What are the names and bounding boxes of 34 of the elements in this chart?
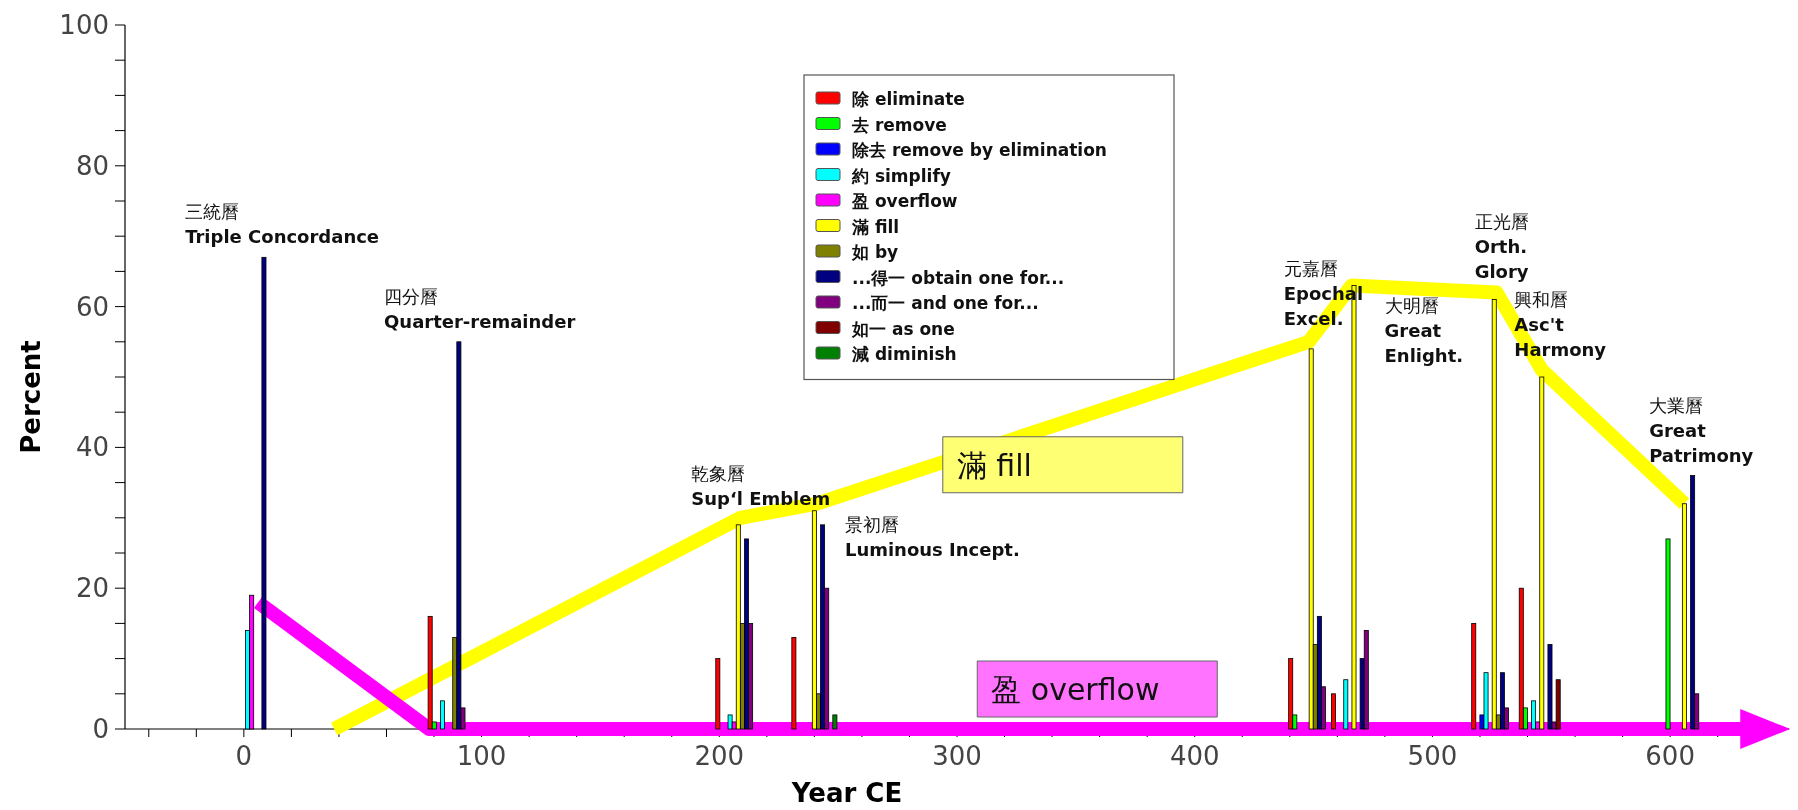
legend-label: 去 remove [851, 114, 947, 135]
legend-label: 除 eliminate [852, 89, 965, 109]
x-tick-label: 0 [235, 741, 253, 771]
annotation: 景初曆 Luminous Incept. [844, 514, 1020, 561]
legend-label: ...得一 obtain one for... [852, 267, 1065, 288]
legend-label: ...而一 and one for... [852, 293, 1039, 313]
x-tick-label: 100 [456, 741, 507, 771]
annotation: 四分曆 Quarter-remainder [384, 285, 576, 332]
legend-label: 約 simplify [851, 165, 951, 186]
legend-label: 減 diminish [851, 344, 957, 364]
y-tick-label: 0 [92, 714, 109, 744]
x-tick-label: 200 [694, 741, 745, 771]
x-tick-label: 500 [1407, 741, 1458, 771]
y-tick-label: 100 [59, 10, 109, 40]
legend-label: 如一 as one [851, 318, 955, 339]
series-label: 滿 fill [956, 447, 1032, 483]
x-tick-label: 400 [1169, 741, 1220, 771]
annotation: 大業曆 Great Patrimony [1649, 394, 1754, 466]
y-axis-title: Percent [16, 340, 46, 454]
series-label: 盈 overflow [991, 672, 1160, 707]
x-axis-title: Year CE [790, 778, 903, 808]
annotation: 正光曆 Orth. Glory [1474, 211, 1529, 283]
y-tick-label: 60 [75, 291, 109, 322]
annotation: 三統曆 Triple Concordance [185, 201, 380, 248]
y-tick-label: 40 [75, 432, 109, 463]
y-tick-label: 80 [75, 150, 109, 181]
legend-label: 滿 fill [851, 216, 900, 237]
x-tick-label: 300 [932, 741, 982, 771]
annotation: 大明曆 Great Enlight. [1384, 295, 1464, 367]
legend-label: 如 by [851, 242, 899, 262]
legend-label: 除去 remove by elimination [852, 140, 1107, 160]
x-tick-label: 600 [1645, 741, 1695, 771]
y-tick-label: 20 [75, 573, 109, 604]
legend-label: 盈 overflow [851, 191, 958, 211]
